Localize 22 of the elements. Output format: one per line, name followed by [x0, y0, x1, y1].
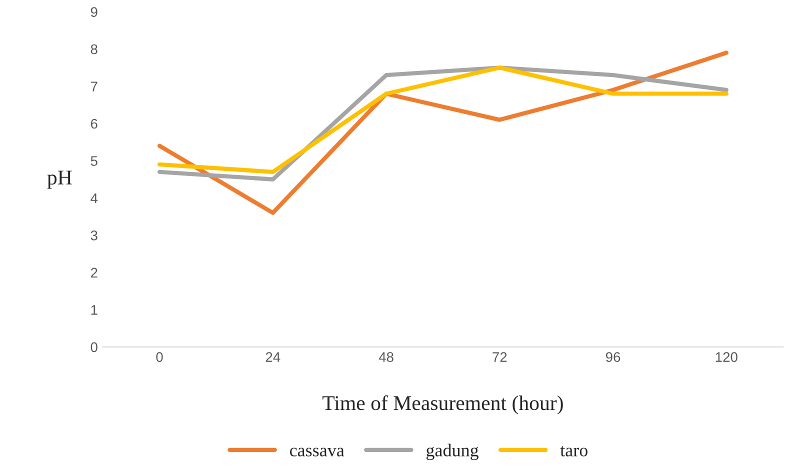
- y-tick-label: 0: [90, 342, 98, 352]
- y-axis-title: pH: [47, 170, 72, 189]
- y-tick-label: 7: [90, 82, 98, 92]
- x-tick-label: 96: [606, 352, 620, 362]
- x-tick-label: 48: [378, 352, 394, 362]
- x-tick-label: 0: [156, 352, 163, 362]
- y-tick-label: 8: [90, 44, 98, 54]
- x-tick-label: 120: [716, 352, 738, 362]
- legend-label: gadung: [426, 444, 479, 460]
- y-tick-label: 9: [90, 7, 98, 17]
- y-tick-label: 6: [90, 118, 98, 129]
- legend-label: taro: [560, 446, 588, 456]
- legend-label: cassava: [290, 448, 344, 456]
- y-tick-label: 2: [90, 268, 98, 278]
- x-axis-title: Time of Measurement (hour): [322, 395, 563, 414]
- y-tick-label: 4: [90, 193, 98, 204]
- x-tick-label: 72: [492, 352, 507, 362]
- y-tick-label: 5: [90, 156, 98, 166]
- y-tick-label: 3: [90, 230, 98, 240]
- y-tick-label: 1: [91, 305, 98, 315]
- x-tick-label: 24: [266, 352, 280, 362]
- line-series: [157, 50, 728, 215]
